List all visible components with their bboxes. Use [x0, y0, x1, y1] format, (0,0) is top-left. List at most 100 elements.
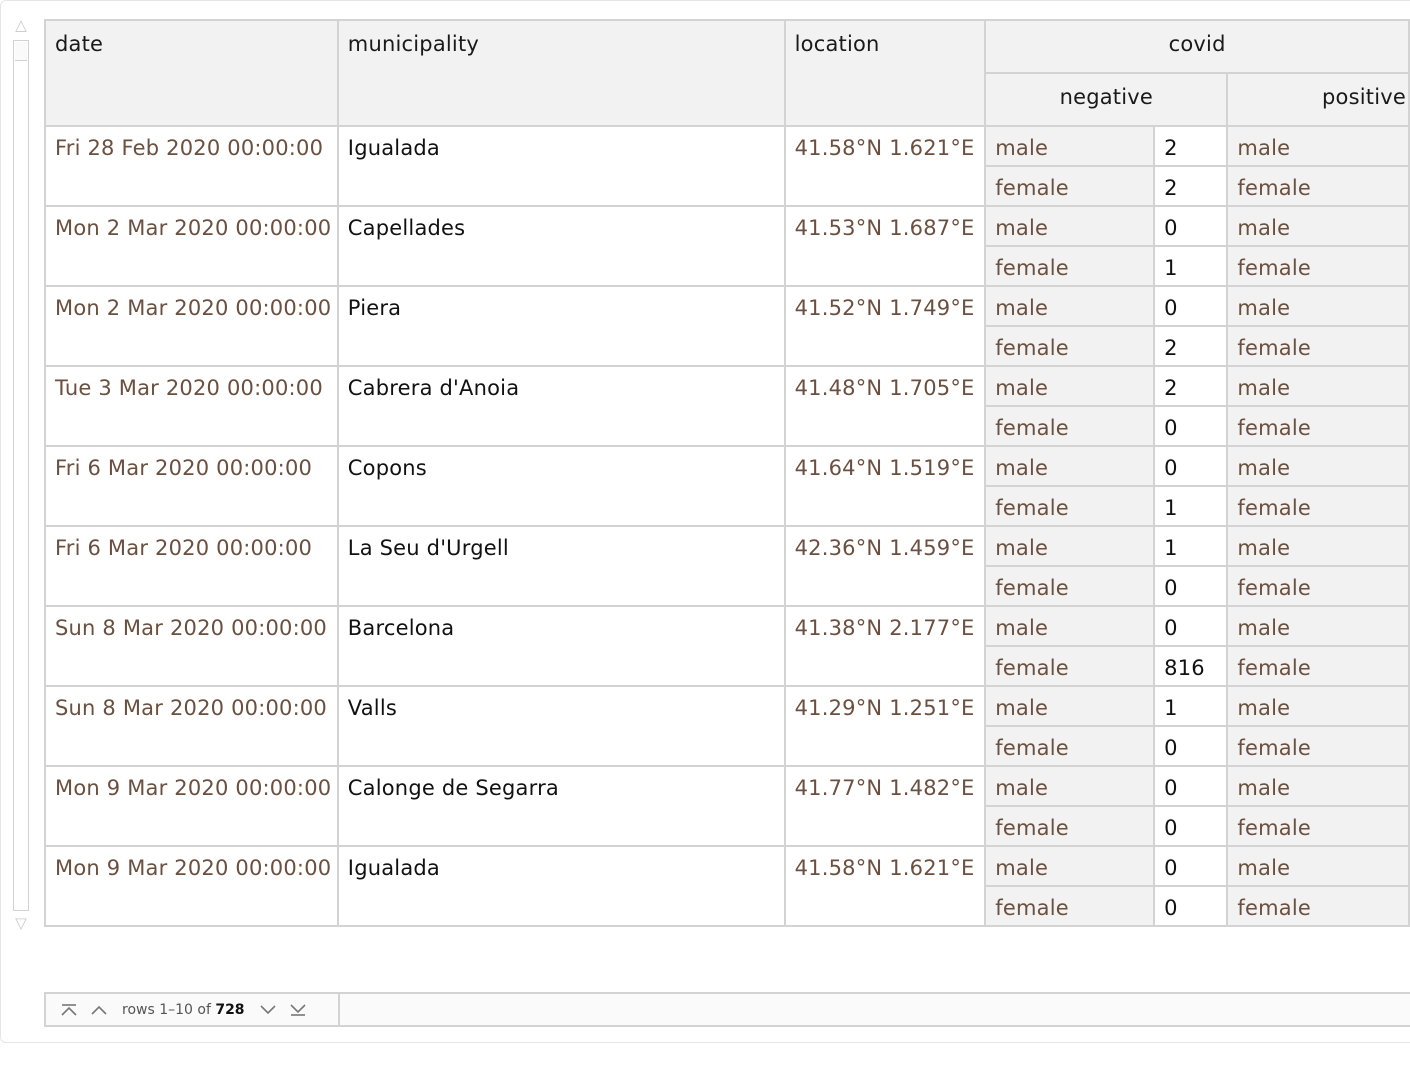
cell-location: 41.38°N 2.177°E	[783, 605, 987, 687]
first-page-icon[interactable]	[54, 994, 84, 1025]
cell-negative-sex-male: male	[984, 125, 1156, 167]
column-header-covid[interactable]: covid	[984, 19, 1410, 74]
cell-negative-sex-female: female	[984, 245, 1156, 287]
cell-positive-sex-female: female	[1226, 565, 1410, 607]
cell-negative-count-male: 1	[1153, 685, 1229, 727]
cell-negative-sex-female: female	[984, 165, 1156, 207]
scroll-down-icon[interactable]: ▽	[15, 914, 27, 932]
scrollbar-thumb[interactable]	[15, 42, 27, 61]
cell-negative-sex-male: male	[984, 605, 1156, 647]
table-row: Mon 2 Mar 2020 00:00:00 Capellades 41.53°N…	[44, 205, 1410, 287]
table-row: Mon 9 Mar 2020 00:00:00 Calonge de Segarr…	[44, 765, 1410, 847]
column-header-municipality[interactable]: municipality	[336, 19, 786, 127]
table-subrow: female 0 female	[45, 405, 1410, 447]
cell-positive-sex-female: female	[1226, 405, 1410, 447]
table-row: Fri 6 Mar 2020 00:00:00 Copons 41.64°N 1.5…	[44, 445, 1410, 527]
cell-date: Mon 9 Mar 2020 00:00:00	[44, 845, 339, 927]
column-header-positive[interactable]: positive	[1226, 72, 1410, 127]
table-subrow: female 0 female	[45, 885, 1410, 927]
table-subrow: female 0 female	[45, 565, 1410, 607]
pagination-total: 728	[215, 1001, 245, 1018]
column-header-negative[interactable]: negative	[984, 72, 1229, 127]
cell-positive-sex-male: male	[1226, 445, 1410, 487]
cell-date: Fri 28 Feb 2020 00:00:00	[44, 125, 339, 207]
cell-positive-sex-male: male	[1226, 845, 1410, 887]
table-subrow: female 2 female	[45, 165, 1410, 207]
cell-negative-count-female: 0	[1153, 805, 1229, 847]
cell-date: Mon 2 Mar 2020 00:00:00	[44, 205, 339, 287]
cell-negative-count-male: 2	[1153, 365, 1229, 407]
cell-location: 41.53°N 1.687°E	[783, 205, 987, 287]
cell-date: Fri 6 Mar 2020 00:00:00	[44, 445, 339, 527]
table-body: Fri 28 Feb 2020 00:00:00 Igualada 41.58°N …	[44, 125, 1410, 927]
previous-page-icon[interactable]	[84, 994, 114, 1025]
cell-negative-sex-male: male	[984, 845, 1156, 887]
cell-negative-count-male: 0	[1153, 205, 1229, 247]
cell-municipality: La Seu d'Urgell	[336, 525, 786, 607]
cell-date: Sun 8 Mar 2020 00:00:00	[44, 685, 339, 767]
cell-positive-sex-male: male	[1226, 365, 1410, 407]
scrollbar-track[interactable]	[13, 40, 29, 911]
cell-negative-count-female: 2	[1153, 165, 1229, 207]
cell-date: Fri 6 Mar 2020 00:00:00	[44, 525, 339, 607]
cell-negative-sex-male: male	[984, 205, 1156, 247]
cell-municipality: Barcelona	[336, 605, 786, 687]
cell-municipality: Calonge de Segarra	[336, 765, 786, 847]
cell-date: Sun 8 Mar 2020 00:00:00	[44, 605, 339, 687]
cell-negative-count-male: 0	[1153, 845, 1229, 887]
cell-municipality: Capellades	[336, 205, 786, 287]
cell-location: 41.58°N 1.621°E	[783, 845, 987, 927]
cell-municipality: Copons	[336, 445, 786, 527]
cell-positive-sex-female: female	[1226, 485, 1410, 527]
cell-negative-count-male: 0	[1153, 605, 1229, 647]
cell-negative-count-male: 0	[1153, 765, 1229, 807]
cell-negative-sex-female: female	[984, 565, 1156, 607]
cell-negative-count-female: 0	[1153, 885, 1229, 927]
table-subrow: female 1 female	[45, 485, 1410, 527]
cell-municipality: Cabrera d'Anoia	[336, 365, 786, 447]
cell-negative-sex-female: female	[984, 725, 1156, 767]
cell-negative-sex-male: male	[984, 765, 1156, 807]
cell-negative-count-female: 0	[1153, 565, 1229, 607]
cell-municipality: Piera	[336, 285, 786, 367]
table-row: Sun 8 Mar 2020 00:00:00 Valls 41.29°N 1.25…	[44, 685, 1410, 767]
column-header-date[interactable]: date	[44, 19, 339, 127]
scroll-up-icon[interactable]: △	[15, 16, 27, 34]
vertical-scrollbar[interactable]: △ ▽	[12, 18, 32, 936]
pagination-prefix: rows 1–10 of	[122, 1001, 211, 1018]
cell-date: Mon 2 Mar 2020 00:00:00	[44, 285, 339, 367]
cell-positive-sex-male: male	[1226, 285, 1410, 327]
cell-negative-sex-female: female	[984, 405, 1156, 447]
cell-negative-sex-male: male	[984, 285, 1156, 327]
cell-negative-count-female: 816	[1153, 645, 1229, 687]
last-page-icon[interactable]	[283, 994, 313, 1025]
cell-negative-count-female: 0	[1153, 725, 1229, 767]
table-row: Mon 9 Mar 2020 00:00:00 Igualada 41.58°N 1…	[44, 845, 1410, 927]
cell-positive-sex-female: female	[1226, 805, 1410, 847]
table-row: Fri 6 Mar 2020 00:00:00 La Seu d'Urgell 42…	[44, 525, 1410, 607]
cell-negative-sex-female: female	[984, 485, 1156, 527]
table-subrow: female 0 female	[45, 725, 1410, 767]
cell-location: 41.64°N 1.519°E	[783, 445, 987, 527]
cell-positive-sex-female: female	[1226, 325, 1410, 367]
cell-positive-sex-male: male	[1226, 605, 1410, 647]
cell-negative-sex-female: female	[984, 885, 1156, 927]
cell-positive-sex-female: female	[1226, 245, 1410, 287]
cell-negative-count-female: 0	[1153, 405, 1229, 447]
cell-positive-sex-male: male	[1226, 685, 1410, 727]
table-row: Sun 8 Mar 2020 00:00:00 Barcelona 41.38°N …	[44, 605, 1410, 687]
cell-negative-sex-male: male	[984, 685, 1156, 727]
column-header-location[interactable]: location	[783, 19, 987, 127]
cell-negative-sex-female: female	[984, 805, 1156, 847]
cell-negative-count-female: 1	[1153, 245, 1229, 287]
next-page-icon[interactable]	[253, 994, 283, 1025]
table-subrow: female 816 female	[45, 645, 1410, 687]
cell-negative-count-female: 2	[1153, 325, 1229, 367]
table-subrow: female 1 female	[45, 245, 1410, 287]
cell-location: 41.52°N 1.749°E	[783, 285, 987, 367]
cell-negative-sex-male: male	[984, 365, 1156, 407]
cell-negative-count-male: 0	[1153, 285, 1229, 327]
cell-negative-count-male: 0	[1153, 445, 1229, 487]
table-row: Mon 2 Mar 2020 00:00:00 Piera 41.52°N 1.74…	[44, 285, 1410, 367]
table-subrow: female 0 female	[45, 805, 1410, 847]
